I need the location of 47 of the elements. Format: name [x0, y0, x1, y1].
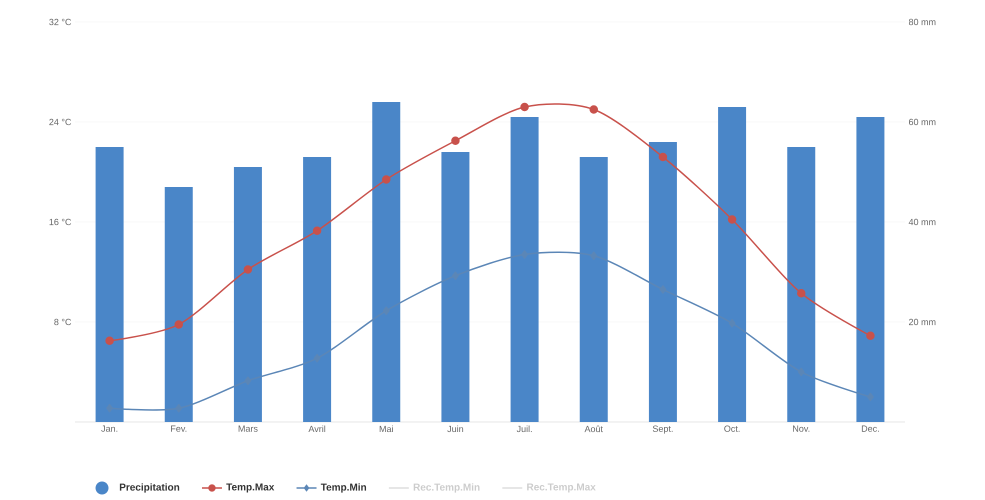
- x-tick-label: Nov.: [793, 426, 810, 432]
- legend-label: Precipitation: [120, 483, 180, 493]
- bar: [96, 146, 124, 422]
- bar: [234, 166, 262, 422]
- bar: [164, 186, 193, 422]
- bar: [856, 116, 884, 422]
- legend-label: Temp.Min: [320, 483, 366, 493]
- point: [382, 175, 391, 184]
- x-tick-label: Sept.: [652, 426, 673, 434]
- x-tick-label: Août: [584, 426, 603, 432]
- point: [728, 215, 736, 224]
- point: [105, 336, 114, 345]
- y2-tick-label: 40 mm: [908, 218, 936, 226]
- point: [866, 331, 875, 340]
- x-tick-label: Oct.: [724, 426, 740, 432]
- point: [244, 265, 252, 274]
- y-tick-label: 32 °C: [49, 18, 72, 26]
- legend-label: Temp.Max: [226, 484, 274, 492]
- x-tick-label: Avril: [308, 426, 326, 432]
- y2-tick-label: 60 mm: [908, 118, 936, 126]
- x-tick-label: Mars: [238, 426, 258, 432]
- bar: [303, 156, 332, 422]
- bar: [787, 146, 816, 422]
- point: [312, 226, 322, 235]
- y-tick-label: 8 °C: [54, 318, 72, 326]
- point: [590, 105, 598, 114]
- point: [174, 320, 184, 329]
- point: [658, 152, 668, 162]
- x-tick-label: Mai: [380, 426, 393, 432]
- point: [797, 288, 806, 298]
- y-tick-label: 24 °C: [49, 118, 72, 126]
- x-tick-label: Juin: [447, 426, 464, 432]
- y-tick-label: 16 °C: [50, 218, 72, 226]
- x-tick-label: Jan.: [101, 426, 118, 432]
- y2-tick-label: 20 mm: [908, 318, 936, 326]
- bar: [718, 106, 746, 422]
- bar: [441, 152, 470, 422]
- point: [520, 102, 529, 112]
- x-tick-label: Juil.: [516, 426, 532, 432]
- y2-tick-label: 80 mm: [908, 18, 936, 26]
- x-tick-label: Dec.: [862, 426, 879, 432]
- bar: [648, 142, 677, 422]
- bar: [580, 156, 608, 422]
- bar: [372, 102, 400, 422]
- x-tick-label: Fev.: [171, 426, 186, 432]
- bar: [510, 116, 539, 422]
- point: [451, 136, 460, 145]
